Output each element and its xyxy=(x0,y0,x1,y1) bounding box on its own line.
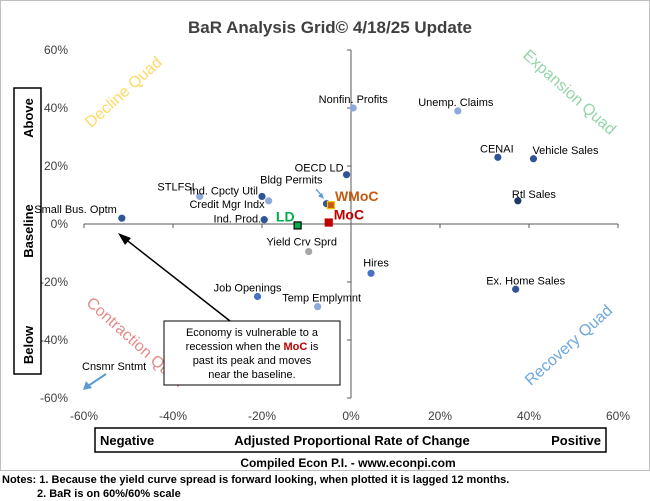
point-label-rtl-sales: Rtl Sales xyxy=(512,189,557,201)
point-label-small-bus-optm: Small Bus. Optm xyxy=(34,204,117,216)
point-temp-emplymnt xyxy=(314,303,322,311)
point-oecd-ld xyxy=(342,171,351,179)
y-axis-box xyxy=(13,87,42,375)
marker-wmoc xyxy=(326,201,336,210)
data-points: Nonfin. Profits Unemp. Claims CENAI Vehicle… xyxy=(34,94,599,311)
y-tick-label: -60% xyxy=(40,391,68,405)
note-2: 2. BaR is on 60%/60% scale xyxy=(37,488,181,500)
y-tick-label: 60% xyxy=(44,43,68,57)
point-ind-cpcty-util xyxy=(258,192,266,201)
axis-ticks xyxy=(83,49,619,399)
source-text: Compiled Econ P.I. - www.econpi.com xyxy=(240,456,455,470)
marker-ld xyxy=(293,221,302,230)
callout-arrowhead xyxy=(118,233,131,245)
x-tick-label: 20% xyxy=(428,409,452,423)
chart-border xyxy=(0,0,650,471)
point-label-nonfin-profits: Nonfin. Profits xyxy=(319,94,389,106)
marker-moc xyxy=(324,218,333,227)
point-label-temp-emplymnt: Temp Emplymnt xyxy=(282,293,361,305)
note-1: Notes: 1. Because the yield curve spread… xyxy=(2,474,510,486)
point-label-oecd-ld: OECD LD xyxy=(295,163,344,175)
x-axis-title: Adjusted Proportional Rate of Change xyxy=(234,433,469,448)
marker-label-wmoc: WMoC xyxy=(335,188,379,204)
x-tick-label: -20% xyxy=(248,409,276,423)
callout-line-2a: recession when the xyxy=(186,341,284,353)
point-yield-crv-sprd xyxy=(305,247,313,256)
y-tick-label: 20% xyxy=(44,159,68,173)
point-rtl-sales xyxy=(514,197,522,205)
marker-label-ld: LD xyxy=(276,208,295,224)
y-tick-labels: 60% 40% 20% 0% -20% -40% -60% xyxy=(40,43,68,405)
callout-moc-word: MoC xyxy=(284,341,308,353)
x-tick-label: -40% xyxy=(159,409,187,423)
x-tick-label: 0% xyxy=(342,409,360,423)
y-axis-below-label: Below xyxy=(21,325,36,364)
marker-label-moc: MoC xyxy=(334,207,364,223)
point-hires xyxy=(367,269,375,277)
chart-title: BaR Analysis Grid© 4/18/25 Update xyxy=(188,18,472,37)
point-nonfin-profits xyxy=(349,104,357,112)
callout-line-4: near the baseline. xyxy=(208,369,295,381)
point-label-stlfsi: STLFSI xyxy=(157,181,194,193)
point-label-hires: Hires xyxy=(363,257,389,269)
point-credit-mgr-indx xyxy=(265,197,273,205)
callout-box xyxy=(163,320,341,386)
x-axis-positive-label: Positive xyxy=(551,433,601,448)
point-vehicle-sales xyxy=(529,155,538,163)
callout-line-1: Economy is vulnerable to a xyxy=(186,327,319,339)
point-ex-home-sales xyxy=(512,285,520,293)
point-label-ex-home-sales: Ex. Home Sales xyxy=(486,275,565,287)
offscale-label: Cnsmr Sntmt xyxy=(82,361,146,373)
callout-line-3: past its peak and moves xyxy=(193,355,312,367)
point-label-ind-prod: Ind. Prod. xyxy=(214,214,262,226)
x-tick-labels: -60% -40% -20% 0% 20% 40% 60% xyxy=(70,409,630,423)
x-tick-label: -60% xyxy=(70,409,98,423)
point-label-cenai: CENAI xyxy=(480,143,514,155)
point-ind-prod xyxy=(260,216,268,224)
point-stlfsi xyxy=(196,192,204,201)
point-cenai xyxy=(494,153,502,161)
y-tick-label: 0% xyxy=(51,217,69,231)
point-label-job-openings: Job Openings xyxy=(214,283,282,295)
y-tick-label: -40% xyxy=(40,333,68,347)
point-job-openings xyxy=(253,292,262,301)
point-small-bus-optm xyxy=(118,214,126,222)
callout-arrow xyxy=(123,237,231,322)
bldg-permits-pointer-head xyxy=(318,193,324,199)
point-label-bldg-permits: Bldg Permits xyxy=(260,175,323,187)
y-axis-above-label: Above xyxy=(21,98,36,138)
point-label-yield-crv-sprd: Yield Crv Sprd xyxy=(266,237,337,249)
moc-markers: WMoC MoC LD xyxy=(276,188,379,230)
point-unemp-claims xyxy=(454,107,462,115)
point-label-credit-mgr-indx: Credit Mgr Indx xyxy=(189,199,265,211)
offscale-arrowhead xyxy=(83,381,92,390)
point-label-ind-cpcty-util: Ind. Cpcty Util xyxy=(190,185,258,197)
offscale-arrow xyxy=(87,373,107,387)
callout-line-2b: is xyxy=(307,341,319,353)
x-axis-box xyxy=(94,427,607,453)
y-tick-label: -20% xyxy=(40,275,68,289)
callout-line-2: recession when the MoC is xyxy=(186,341,319,353)
x-tick-label: 40% xyxy=(517,409,541,423)
y-tick-label: 40% xyxy=(44,101,68,115)
point-label-unemp-claims: Unemp. Claims xyxy=(418,97,494,109)
point-label-vehicle-sales: Vehicle Sales xyxy=(532,145,599,157)
x-tick-label: 60% xyxy=(606,409,630,423)
x-axis-negative-label: Negative xyxy=(100,433,154,448)
y-axis-baseline-label: Baseline xyxy=(21,204,36,257)
